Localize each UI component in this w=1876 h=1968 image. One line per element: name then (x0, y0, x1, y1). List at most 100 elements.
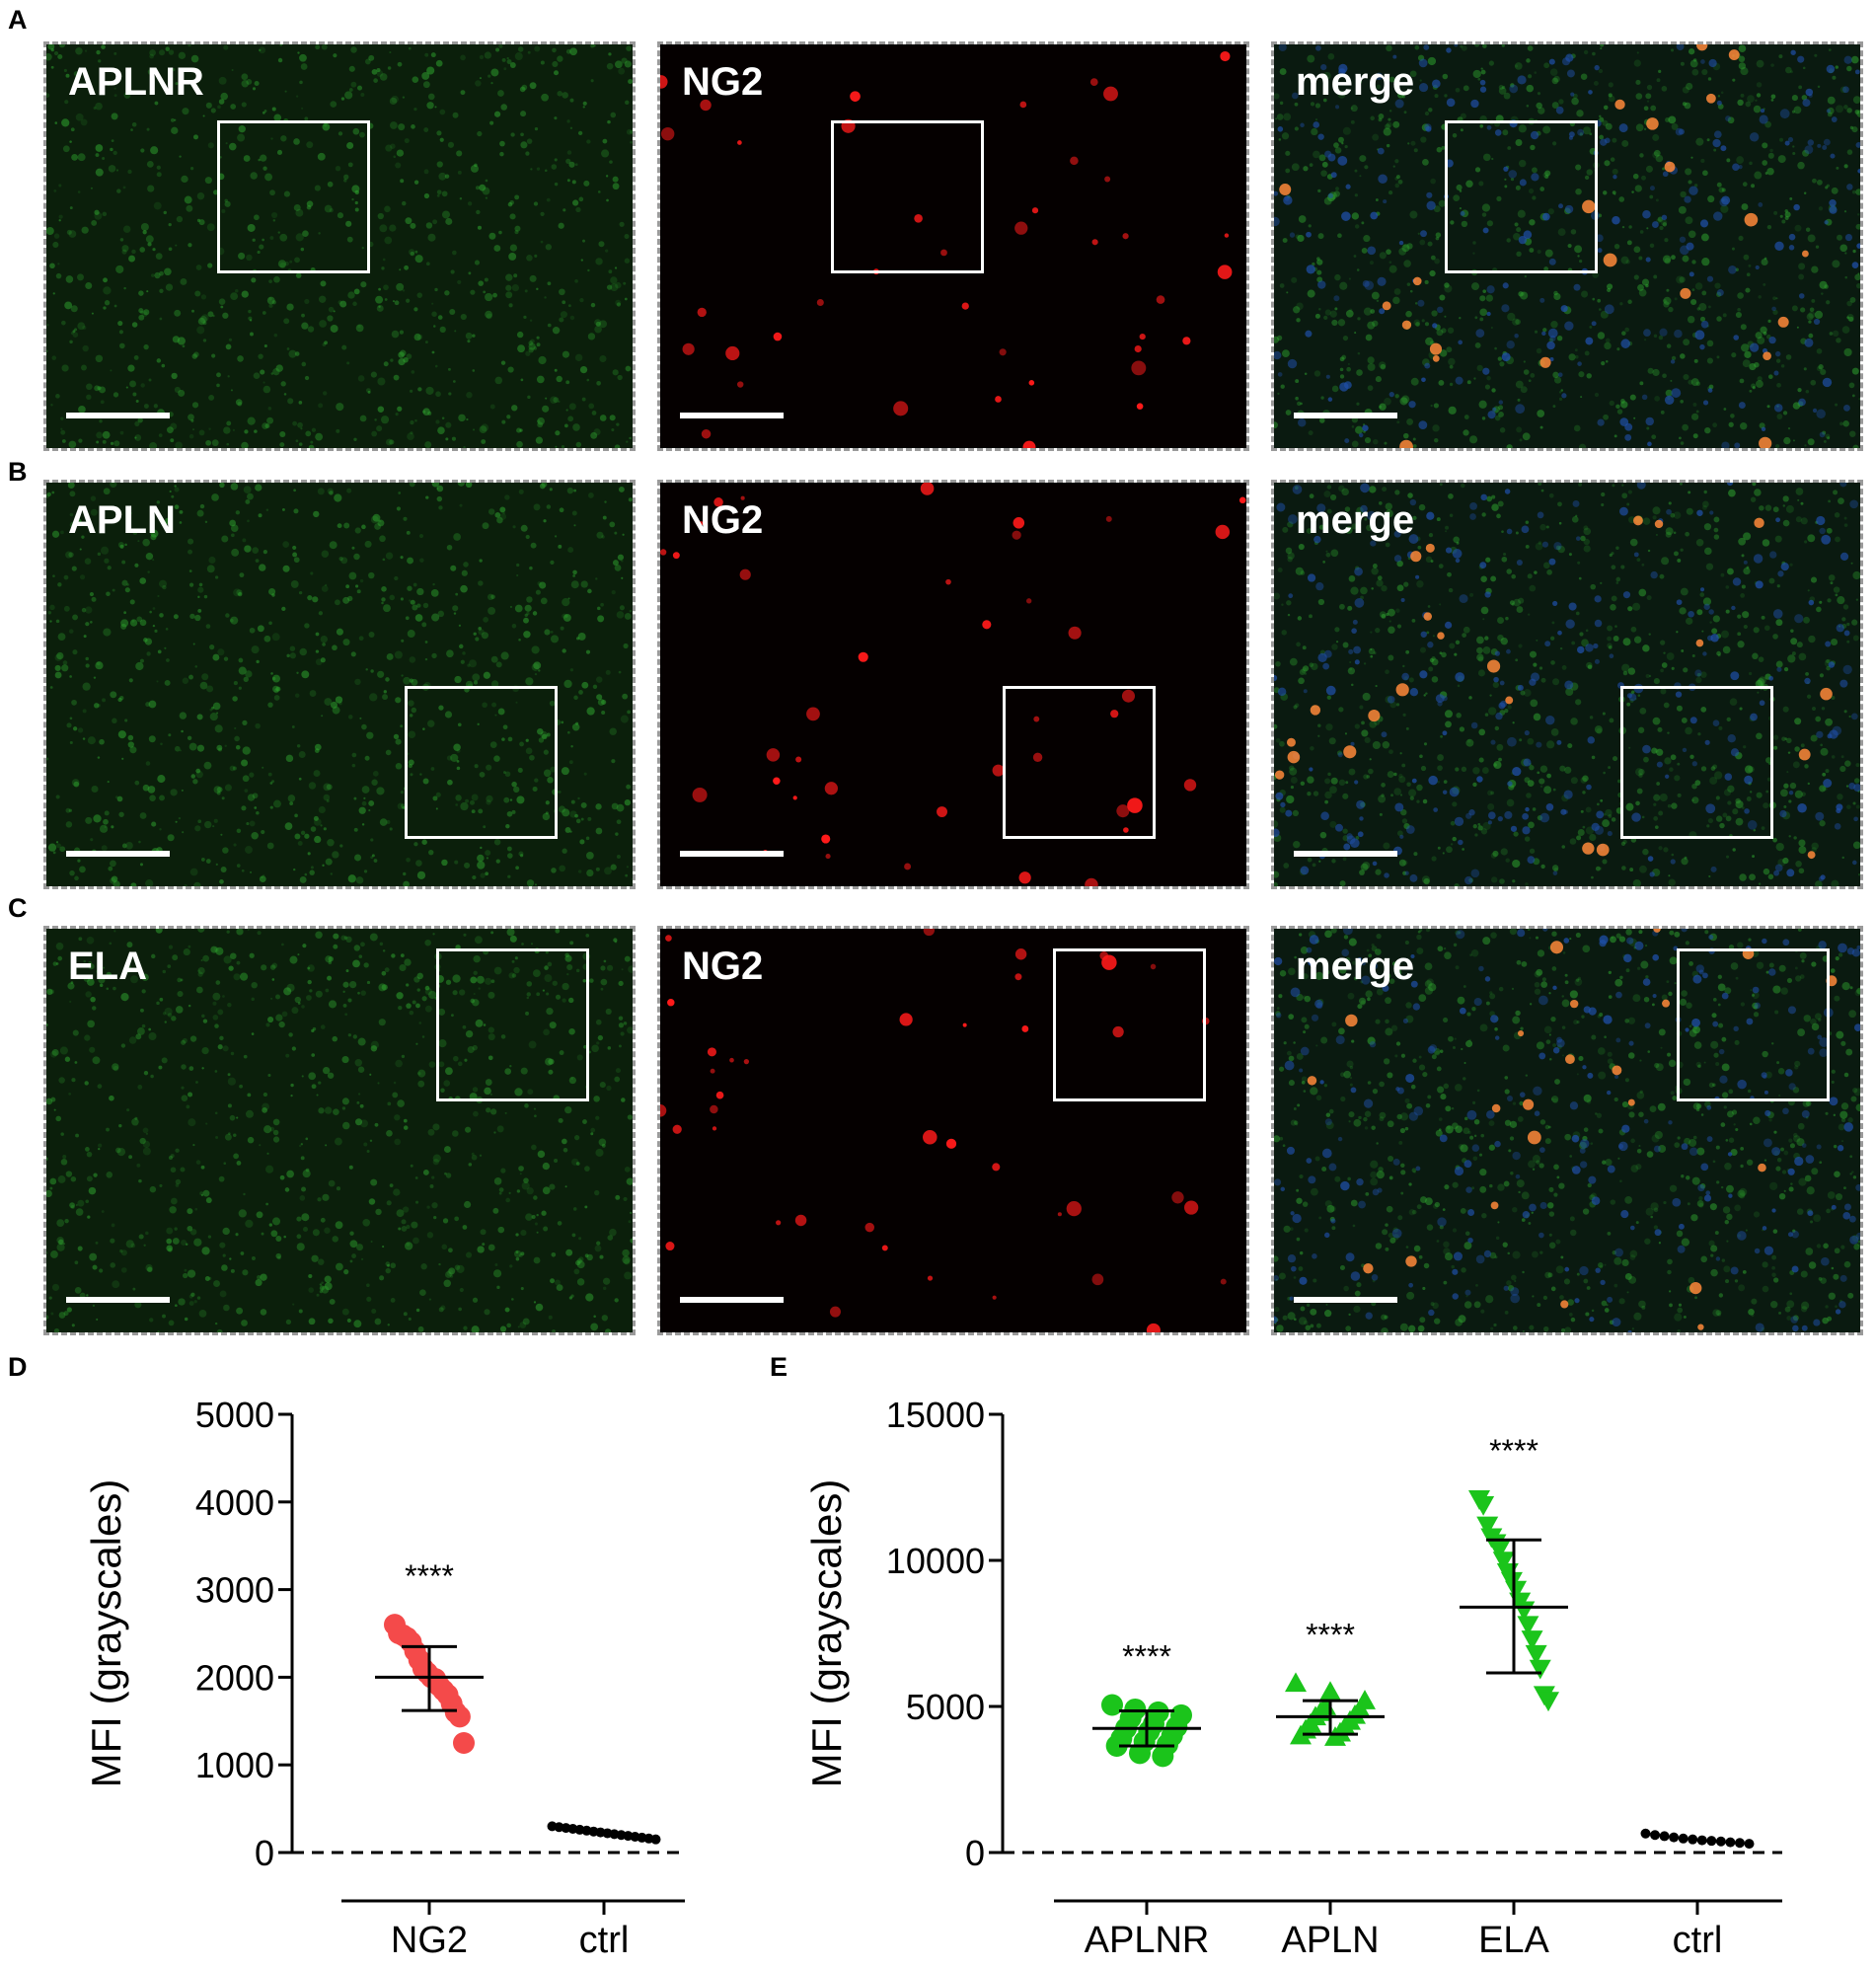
micrograph-texture (1274, 929, 1860, 1332)
channel-label: APLN (68, 498, 176, 542)
data-point (1529, 1659, 1551, 1680)
channel-label: NG2 (682, 498, 764, 542)
y-axis-label: MFI (grayscales) (803, 1479, 850, 1788)
panel-letter-c: C (8, 893, 28, 923)
panel-letter-d: D (8, 1352, 28, 1382)
micrograph-texture (46, 44, 633, 448)
channel-label: merge (1296, 945, 1415, 988)
y-tick-label: 1000 (195, 1745, 274, 1785)
data-point (1734, 1838, 1745, 1849)
inset-box (831, 120, 984, 273)
data-point (1488, 1540, 1511, 1560)
y-tick-label: 3000 (195, 1570, 274, 1611)
inset-box (1053, 948, 1206, 1101)
y-tick-label: 5000 (906, 1687, 985, 1727)
y-axis-label: MFI (grayscales) (83, 1479, 129, 1788)
scale-bar (66, 1297, 170, 1303)
y-tick-label: 10000 (886, 1541, 985, 1581)
data-point (650, 1834, 661, 1845)
x-tick-label: ctrl (579, 1920, 630, 1961)
data-point (1129, 1742, 1151, 1765)
channel-label: merge (1296, 60, 1415, 104)
scale-bar (1294, 851, 1397, 857)
scale-bar (66, 851, 170, 857)
x-tick-label: ctrl (1673, 1920, 1723, 1961)
inset-box (1445, 120, 1598, 273)
scale-bar (1294, 413, 1397, 418)
significance-stars: **** (1122, 1639, 1171, 1675)
data-point (1319, 1681, 1341, 1701)
y-tick-label: 4000 (195, 1482, 274, 1523)
x-tick-label: APLNR (1085, 1920, 1210, 1961)
micrograph-b-ng2: NG2 (657, 480, 1249, 889)
inset-box (1677, 948, 1830, 1101)
series-ctrl (1640, 1828, 1755, 1850)
panel-letter-e: E (770, 1352, 788, 1382)
micrograph-texture (46, 483, 633, 886)
data-point (1744, 1839, 1755, 1850)
channel-label: ELA (68, 945, 147, 988)
scale-bar (1294, 1297, 1397, 1303)
significance-stars: **** (1306, 1617, 1355, 1652)
scale-bar (66, 413, 170, 418)
y-tick-label: 0 (965, 1833, 985, 1873)
micrograph-texture (1274, 483, 1860, 886)
significance-stars: **** (405, 1558, 454, 1594)
channel-label: NG2 (682, 60, 764, 104)
scale-bar (680, 413, 784, 418)
data-point (1650, 1830, 1661, 1841)
inset-box (217, 120, 370, 273)
x-tick-label: NG2 (391, 1920, 468, 1961)
micrograph-b-apln: APLN (43, 480, 636, 889)
x-tick-label: ELA (1478, 1920, 1549, 1961)
y-tick-label: 5000 (195, 1395, 274, 1435)
micrograph-texture (660, 483, 1246, 886)
micrograph-texture (1274, 44, 1860, 448)
chart-e-apelin-mfi: 0 5000 10000 15000 MFI (grayscales) APLNR APLN… (803, 1395, 1782, 1961)
data-point (1688, 1834, 1698, 1845)
data-point (1517, 1616, 1539, 1636)
panel-letter-a: A (8, 5, 28, 35)
scale-bar (680, 1297, 784, 1303)
inset-box (405, 686, 558, 839)
y-tick-label: 0 (255, 1833, 274, 1873)
data-point (1105, 1734, 1128, 1757)
channel-label: NG2 (682, 945, 764, 988)
significance-stars: **** (1489, 1433, 1538, 1469)
data-point (1706, 1836, 1717, 1847)
data-point (1678, 1833, 1688, 1844)
micrograph-texture (660, 44, 1246, 448)
inset-box (436, 948, 589, 1101)
data-point (1640, 1828, 1651, 1839)
data-point (1538, 1692, 1559, 1712)
channel-label: APLNR (68, 60, 204, 104)
chart-d-ng2-mfi: 0 1000 2000 3000 4000 5000 MFI (grayscales) NG2… (83, 1395, 685, 1961)
data-point (1715, 1836, 1726, 1847)
y-tick-label: 15000 (886, 1395, 985, 1435)
data-point (1290, 1724, 1312, 1745)
inset-box (1003, 686, 1156, 839)
micrograph-a-ng2: NG2 (657, 41, 1249, 451)
data-point (1521, 1630, 1543, 1650)
data-point (1324, 1726, 1346, 1746)
micrograph-c-merge: merge (1271, 926, 1863, 1335)
data-point (1659, 1831, 1670, 1842)
data-point (1472, 1495, 1495, 1516)
scale-bar (680, 851, 784, 857)
data-point (1696, 1835, 1707, 1846)
data-point (453, 1732, 475, 1754)
panel-letter-b: B (8, 457, 28, 487)
data-point (1725, 1837, 1736, 1848)
micrograph-c-ng2: NG2 (657, 926, 1249, 1335)
channel-label: merge (1296, 498, 1415, 542)
micrograph-texture (46, 929, 633, 1332)
micrograph-a-aplnr: APLNR (43, 41, 636, 451)
data-point (1525, 1644, 1547, 1665)
data-point (1152, 1745, 1174, 1768)
data-point (1505, 1580, 1528, 1601)
data-point (1285, 1672, 1307, 1693)
micrograph-c-ela: ELA (43, 926, 636, 1335)
data-point (1492, 1552, 1515, 1571)
data-point (1476, 1516, 1499, 1537)
y-tick-label: 2000 (195, 1657, 274, 1698)
